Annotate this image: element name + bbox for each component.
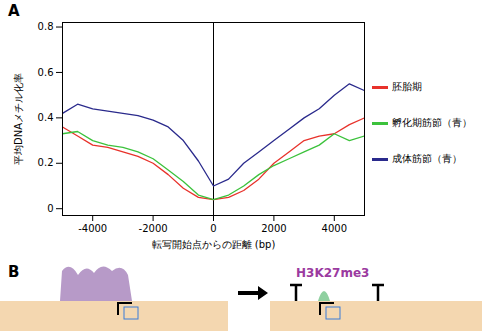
svg-text:2000: 2000 [261,223,286,234]
svg-text:-2000: -2000 [139,223,168,234]
svg-text:0: 0 [210,223,216,234]
svg-text:-4000: -4000 [78,223,107,234]
html-text:孵化期筋節（青）: 孵化期筋節（青） [392,117,472,128]
svg-text:H3K27me3: H3K27me3 [296,266,369,280]
html-text:成体筋節（青）: 成体筋節（青） [392,153,462,164]
svg-text:0.8: 0.8 [38,21,54,32]
svg-text:0.4: 0.4 [38,112,54,123]
svg-text:0.6: 0.6 [38,67,54,78]
html-text:A: A [8,2,20,20]
svg-text:B: B [8,263,19,281]
svg-text:平均DNAメチル化率: 平均DNAメチル化率 [13,73,24,165]
svg-text:転写開始点からの距離 (bp): 転写開始点からの距離 (bp) [152,239,276,250]
svg-text:0.2: 0.2 [38,157,54,168]
html-text:胚胎期: 胚胎期 [392,81,422,92]
svg-text:0: 0 [47,203,53,214]
svg-text:4000: 4000 [322,223,347,234]
